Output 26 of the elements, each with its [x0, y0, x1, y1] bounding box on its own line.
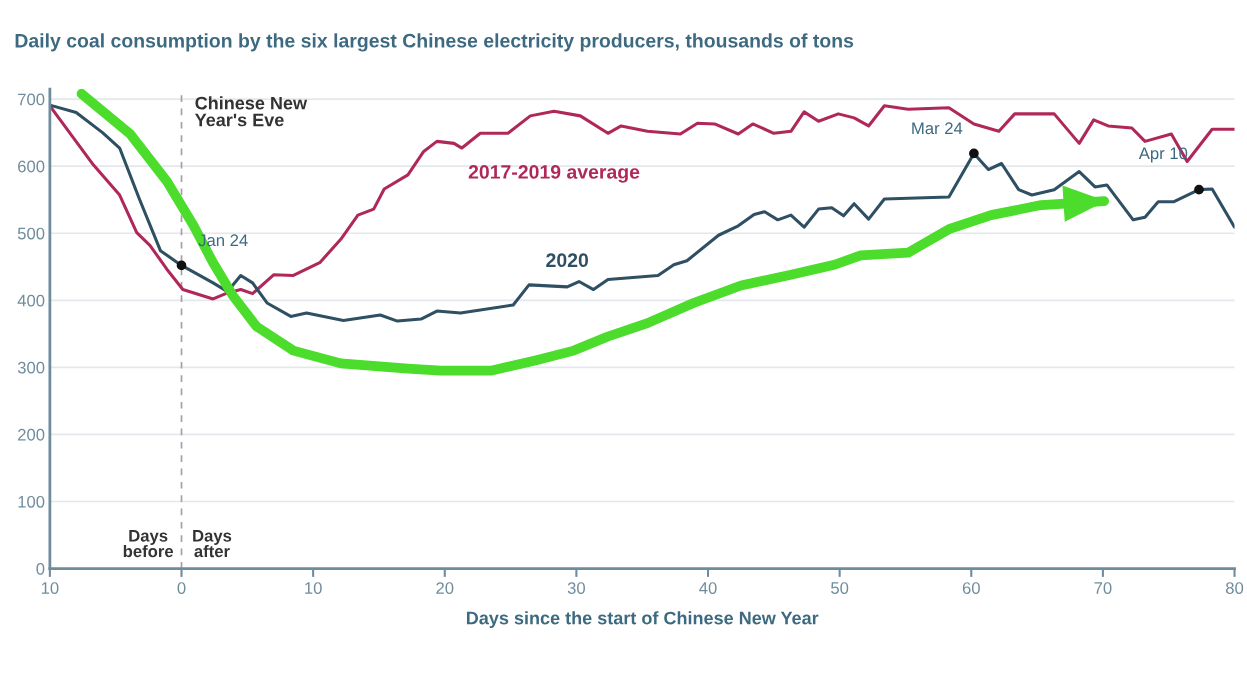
x-tick-label: 70	[1094, 582, 1112, 594]
x-tick-label: 10	[305, 582, 322, 594]
chart-title: Daily coal consumption by the six largest Chinese electricity producers, thousands of tons	[15, 33, 854, 52]
x-tick-label: 40	[699, 582, 717, 594]
y-tick-label: 500	[17, 227, 45, 240]
x-tick-label: 20	[436, 582, 454, 594]
y-tick-label: 0	[36, 562, 45, 575]
x-tick-label: 60	[962, 582, 980, 594]
annotation: Mar 24	[912, 122, 963, 135]
y-tick-label: 100	[18, 495, 45, 508]
y-tick-label: 600	[18, 160, 45, 173]
x-axis-title: Days since the start of Chinese New Year	[466, 611, 819, 628]
x-tick-label: 0	[177, 582, 186, 594]
y-tick-label: 700	[18, 93, 45, 106]
y-tick-label: 300	[17, 361, 45, 374]
x-tick-label: 50	[831, 582, 849, 594]
y-tick-label: 200	[18, 428, 45, 441]
annotation: Days before	[123, 530, 174, 558]
x-tick-label: 10	[41, 582, 59, 594]
x-tick-label: 30	[567, 582, 586, 594]
ref-line-label: Chinese New Year's Eve	[194, 96, 308, 127]
y-tick-label: 400	[17, 294, 45, 307]
series-label: 2020	[546, 253, 589, 268]
annotation: Days after	[193, 530, 232, 558]
x-tick-label: 80	[1225, 582, 1244, 594]
series-label: 2017-2019 average	[468, 165, 640, 183]
